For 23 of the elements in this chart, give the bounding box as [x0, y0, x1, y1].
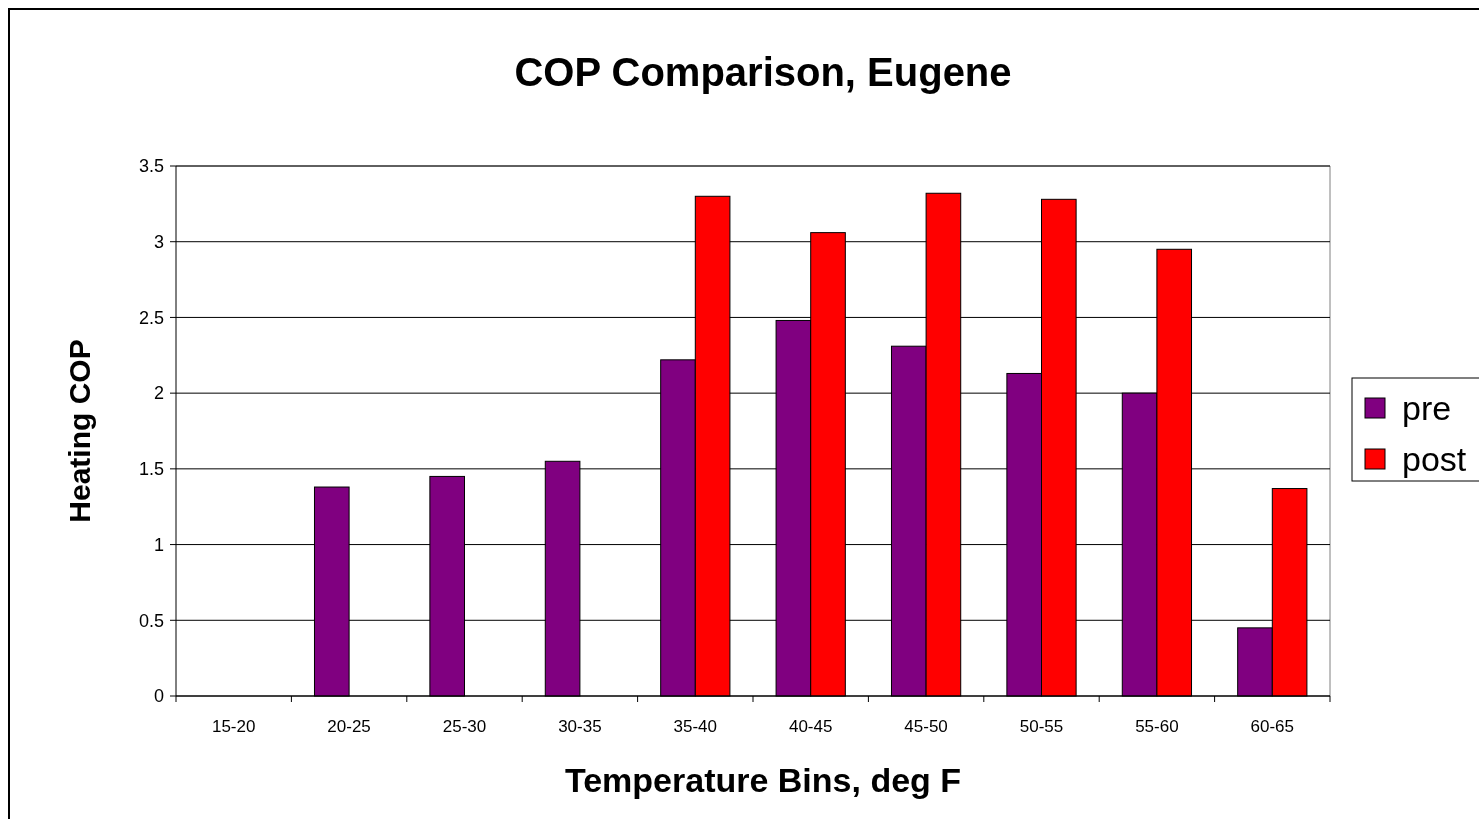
x-tick-label: 35-40 — [673, 717, 718, 736]
x-axis-title: Temperature Bins, deg F — [564, 761, 962, 799]
y-tick-label: 3.5 — [138, 156, 164, 177]
legend-label: pre — [1402, 388, 1452, 427]
legend-label: post — [1402, 439, 1467, 478]
y-axis-title: Heating COP — [63, 339, 96, 523]
chart-title: COP Comparison, Eugene — [514, 50, 1012, 94]
x-tick-label: 60-65 — [1250, 717, 1295, 736]
x-tick-label: 30-35 — [558, 717, 602, 736]
y-tick-label: 2.5 — [138, 307, 164, 328]
x-tick-label: 40-45 — [788, 717, 833, 736]
y-tick-label: 1.5 — [138, 459, 164, 480]
y-tick-label: 2 — [153, 383, 164, 404]
x-tick-label: 45-50 — [904, 717, 948, 736]
y-tick-label: 3 — [153, 232, 164, 253]
y-tick-label: 1 — [153, 534, 164, 555]
x-tick-label: 25-30 — [442, 717, 487, 736]
y-tick-label: 0 — [153, 686, 164, 707]
x-tick-label: 50-55 — [1019, 717, 1064, 736]
x-tick-label: 55-60 — [1135, 717, 1179, 736]
y-tick-label: 0.5 — [138, 610, 164, 631]
x-tick-label: 20-25 — [327, 717, 371, 736]
x-tick-label: 15-20 — [211, 717, 256, 736]
